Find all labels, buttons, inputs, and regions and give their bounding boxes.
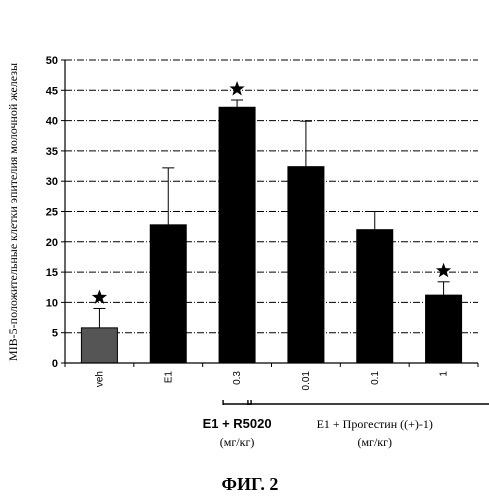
group-label: E1 + Прогестин ((+)-1) bbox=[317, 417, 433, 431]
bar-1 bbox=[426, 295, 462, 363]
significance-star-0.3 bbox=[229, 81, 244, 95]
y-tick-labels: 0 5 10 15 20 25 30 35 40 45 50 bbox=[46, 55, 58, 370]
y-tick-label: 40 bbox=[46, 116, 58, 128]
y-tick-label: 10 bbox=[46, 297, 58, 309]
y-tick-label: 50 bbox=[46, 55, 58, 67]
group-label: E1 + R5020 bbox=[203, 416, 272, 431]
x-category-label: E1 bbox=[163, 371, 174, 384]
group-labels: E1 + R5020 (мг/кг) E1 + Прогестин ((+)-1) (… bbox=[203, 400, 489, 449]
error-bars bbox=[93, 100, 449, 328]
gridlines bbox=[65, 60, 478, 333]
y-tick-label: 5 bbox=[52, 328, 58, 340]
group-unit-label: (мг/кг) bbox=[357, 435, 392, 449]
y-tick-label: 25 bbox=[46, 207, 58, 219]
x-category-label: 0.1 bbox=[370, 371, 381, 385]
figure-caption: ФИГ. 2 bbox=[222, 474, 279, 494]
bar-0.01 bbox=[288, 167, 324, 363]
x-category-label: 1 bbox=[439, 371, 450, 377]
x-category-label: 0.3 bbox=[232, 371, 243, 385]
x-category-label: veh bbox=[94, 371, 105, 387]
y-axis-label: MIB-5-положительные клетки эпителия моло… bbox=[6, 63, 20, 361]
y-tick-label: 20 bbox=[46, 237, 58, 249]
bar-veh bbox=[81, 328, 117, 363]
y-tick-label: 35 bbox=[46, 146, 58, 158]
y-tick-label: 0 bbox=[52, 358, 58, 370]
y-tick-label: 45 bbox=[46, 85, 58, 97]
bar-E1 bbox=[150, 225, 186, 363]
group-unit-label: (мг/кг) bbox=[220, 435, 255, 449]
bar-0.3 bbox=[219, 107, 255, 363]
significance-star-veh bbox=[92, 289, 107, 303]
x-category-labels: veh E1 0.3 0.01 0.1 1 bbox=[94, 371, 449, 391]
y-tick-label: 30 bbox=[46, 176, 58, 188]
y-tick-label: 15 bbox=[46, 267, 58, 279]
axes bbox=[61, 60, 478, 367]
x-category-label: 0.01 bbox=[301, 371, 312, 391]
bars bbox=[81, 107, 461, 363]
significance-star-1 bbox=[436, 263, 451, 277]
bar-0.1 bbox=[357, 230, 393, 363]
significance-stars bbox=[92, 81, 451, 304]
